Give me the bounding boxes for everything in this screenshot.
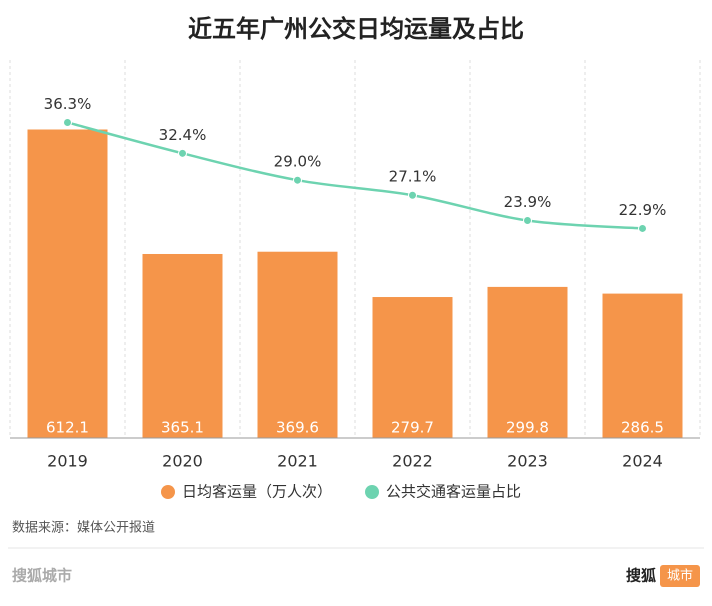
line-point xyxy=(63,117,72,127)
chart-title: 近五年广州公交日均运量及占比 xyxy=(188,15,524,43)
bar-value-label: 286.5 xyxy=(621,419,664,437)
footer-brand: 搜狐 xyxy=(626,567,656,585)
line-value-label: 32.4% xyxy=(159,126,207,144)
footer-badge-bg xyxy=(660,565,700,587)
x-tick-label: 2021 xyxy=(277,452,318,471)
line-value-label: 22.9% xyxy=(619,201,667,219)
bar-value-label: 279.7 xyxy=(391,419,434,437)
bar xyxy=(27,129,108,439)
line-point xyxy=(408,190,417,200)
line-point xyxy=(523,216,532,226)
legend-label: 公共交通客运量占比 xyxy=(386,483,521,501)
x-tick-label: 2020 xyxy=(162,452,203,471)
line-value-label: 36.3% xyxy=(44,95,92,113)
line-point xyxy=(638,223,647,233)
legend-label: 日均客运量（万人次） xyxy=(182,483,332,501)
bar xyxy=(602,293,683,438)
source-note: 数据来源：媒体公开报道 xyxy=(12,521,155,536)
x-tick-label: 2023 xyxy=(507,452,548,471)
line-value-label: 27.1% xyxy=(389,168,437,186)
footer-badge: 城市 xyxy=(667,568,693,584)
legend-marker xyxy=(161,485,175,499)
footer-left: 搜狐城市 xyxy=(12,567,72,585)
bar xyxy=(257,251,338,438)
bar xyxy=(142,253,223,438)
legend-marker xyxy=(365,485,380,499)
x-tick-label: 2022 xyxy=(392,452,433,471)
x-tick-label: 2024 xyxy=(622,452,663,471)
bar-value-label: 369.6 xyxy=(276,419,319,437)
bar-value-label: 612.1 xyxy=(46,419,89,437)
x-tick-label: 2019 xyxy=(47,452,88,471)
bar xyxy=(487,286,568,438)
bar-value-label: 299.8 xyxy=(506,419,549,437)
line-point xyxy=(293,175,302,185)
line-value-label: 29.0% xyxy=(274,153,322,171)
line-value-label: 23.9% xyxy=(504,193,552,211)
line-point xyxy=(178,148,187,158)
bar-value-label: 365.1 xyxy=(161,419,204,437)
bar xyxy=(372,297,453,438)
line xyxy=(67,121,643,230)
